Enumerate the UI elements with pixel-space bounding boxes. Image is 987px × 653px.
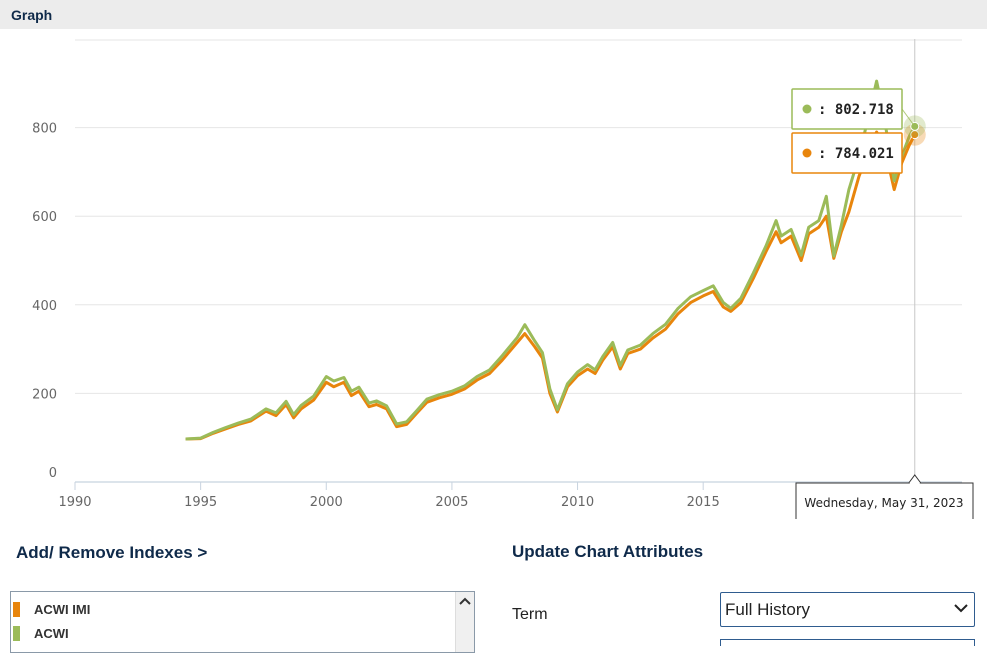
index-label: ACWI IMI (34, 601, 91, 617)
x-tick-label: 2005 (435, 495, 468, 510)
y-tick-label: 800 (32, 122, 57, 137)
series-color-swatch (13, 625, 20, 641)
hover-cursor (903, 39, 926, 482)
series-dot (802, 148, 812, 158)
term-label: Term (512, 606, 548, 623)
tooltip-connector (901, 108, 916, 127)
update-chart-attributes-title: Update Chart Attributes (512, 542, 704, 561)
chevron-up-icon[interactable] (459, 596, 471, 606)
add-remove-indexes-link[interactable]: Add/ Remove Indexes > (16, 543, 208, 562)
term-select[interactable]: Full History (720, 592, 975, 627)
series-line-acwi (185, 79, 917, 441)
date-tooltip-box (795, 482, 974, 519)
graph-header: Graph (0, 0, 987, 29)
x-tick-label: 2000 (310, 495, 343, 510)
date-tooltip: Wednesday, May 31, 2023 (795, 474, 974, 519)
list-item-acwi-imi[interactable]: ACWI IMI (13, 600, 90, 618)
tooltip-connector (901, 134, 916, 154)
line-chart[interactable]: 0 200 400 600 800 1990 1995 2000 2005 2010 2015 :… (0, 29, 987, 519)
index-label: ACWI (34, 625, 69, 641)
tooltip-value: : 784.021 (818, 146, 894, 162)
x-tick-label: 1995 (184, 495, 217, 510)
grid-lines (75, 39, 962, 394)
series-line-acwi-imi (185, 130, 917, 441)
y-tick-label: 200 (32, 387, 57, 402)
x-tick-label: 1990 (58, 495, 91, 510)
x-axis: 1990 1995 2000 2005 2010 2015 (58, 481, 962, 510)
data-point (910, 121, 920, 131)
list-scrollbar[interactable] (455, 592, 474, 652)
graph-title: Graph (11, 7, 53, 23)
chart-tooltip: : 802.718 : 784.021 Wednesday, May 31, 202… (791, 88, 974, 519)
series-lines (185, 79, 917, 441)
list-item-acwi[interactable]: ACWI (13, 624, 69, 642)
date-tooltip-arrow (908, 474, 922, 484)
y-tick-label: 600 (32, 210, 57, 225)
y-tick-label: 400 (32, 299, 57, 314)
term-select-value: Full History (725, 600, 811, 619)
y-tick-label: 0 (49, 466, 57, 481)
tooltip-value: : 802.718 (818, 102, 894, 118)
date-tooltip-label: Wednesday, May 31, 2023 (804, 496, 963, 510)
x-tick-label: 2010 (561, 495, 594, 510)
chevron-down-icon (954, 604, 968, 613)
x-tick-label: 2015 (687, 495, 720, 510)
y-axis: 0 200 400 600 800 (32, 122, 57, 481)
index-list[interactable]: ACWI IMI ACWI (10, 591, 475, 653)
series-color-swatch (13, 601, 20, 617)
series-dot (802, 104, 812, 114)
